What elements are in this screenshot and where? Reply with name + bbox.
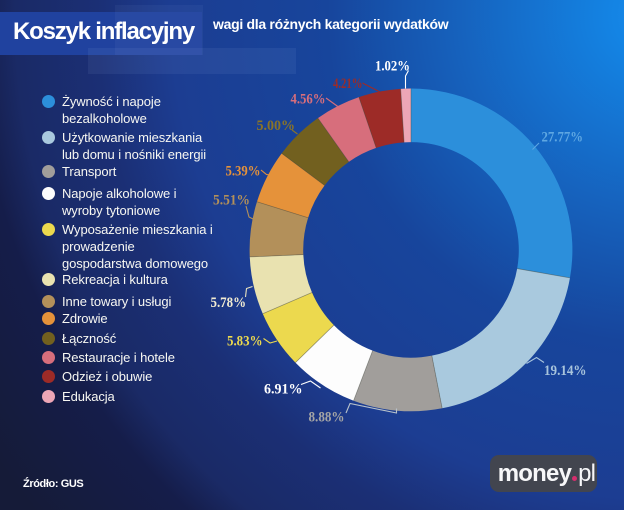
svg-text:4.21%: 4.21% bbox=[333, 76, 363, 92]
svg-text:5.51%: 5.51% bbox=[213, 193, 250, 209]
svg-text:1.02%: 1.02% bbox=[375, 59, 410, 75]
svg-text:4.56%: 4.56% bbox=[291, 92, 326, 108]
svg-text:27.77%: 27.77% bbox=[542, 130, 584, 146]
svg-text:6.91%: 6.91% bbox=[264, 382, 303, 398]
svg-text:5.00%: 5.00% bbox=[257, 118, 296, 134]
svg-text:8.88%: 8.88% bbox=[309, 410, 345, 426]
svg-text:19.14%: 19.14% bbox=[544, 363, 587, 379]
svg-text:5.78%: 5.78% bbox=[211, 295, 247, 311]
svg-text:5.83%: 5.83% bbox=[227, 334, 263, 350]
svg-text:5.39%: 5.39% bbox=[226, 164, 261, 180]
